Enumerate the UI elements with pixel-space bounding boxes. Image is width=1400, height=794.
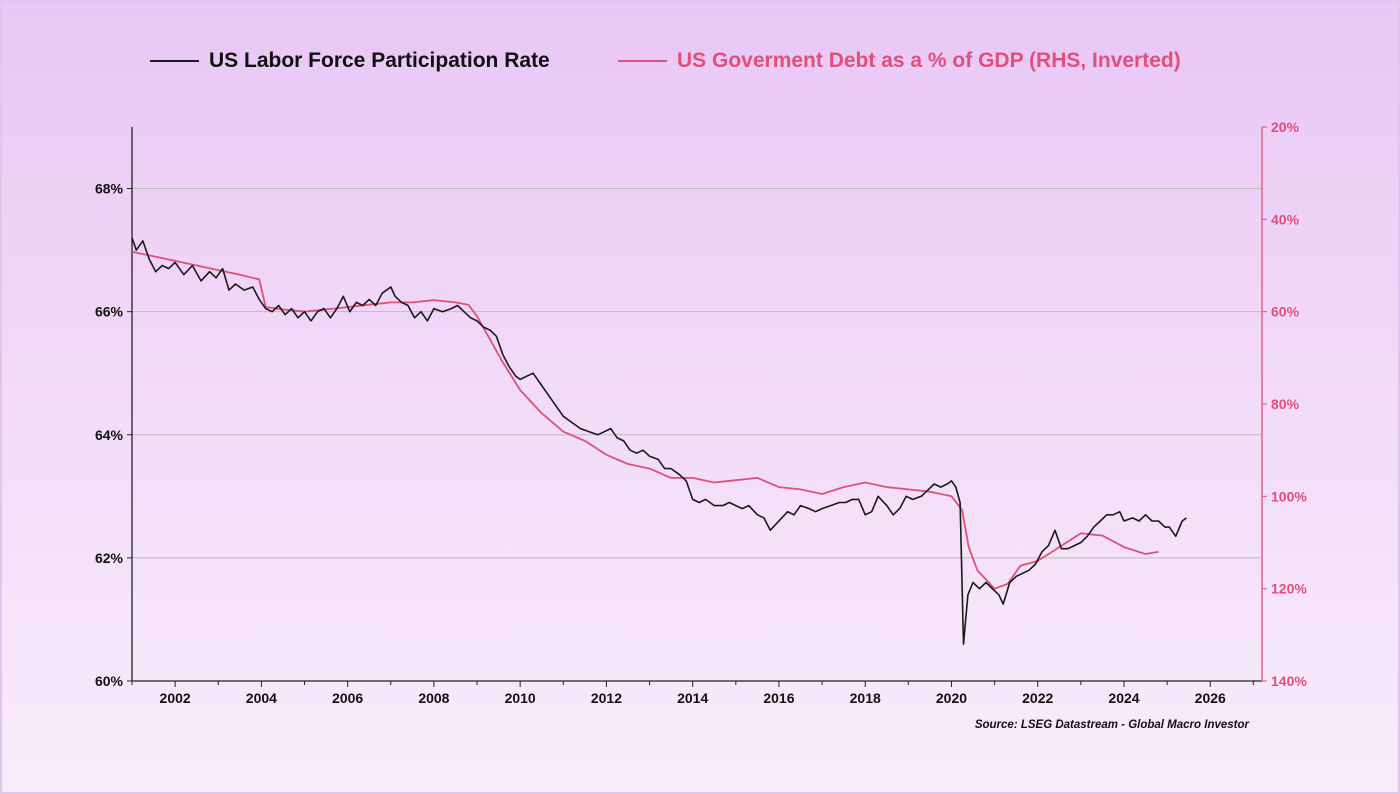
- x-tick-label: 2018: [850, 690, 881, 706]
- x-axis-ticks: 2002 2004 2006 2008 2010 2012 2014 2016 2018 2020…: [131, 681, 1254, 706]
- legend-label-lfpr: US Labor Force Participation Rate: [209, 49, 550, 72]
- x-tick-label: 2006: [332, 690, 363, 706]
- right-tick-label: 100%: [1271, 488, 1307, 504]
- left-tick-label: 68%: [95, 181, 124, 197]
- left-tick-label: 64%: [95, 427, 124, 443]
- x-tick-label: 2002: [160, 690, 191, 706]
- right-tick-label: 60%: [1271, 304, 1300, 320]
- left-axis-ticks: 60% 62% 64% 66% 68%: [95, 181, 132, 689]
- grid-lines: [132, 188, 1262, 559]
- series-line-debt: [131, 250, 1159, 590]
- x-tick-label: 2008: [418, 690, 449, 706]
- right-axis-ticks: 20% 40% 60% 80% 100% 120% 140%: [1262, 119, 1307, 689]
- x-tick-label: 2016: [763, 690, 794, 706]
- legend: US Labor Force Participation Rate US Gov…: [150, 49, 1181, 72]
- series-layer: [131, 237, 1187, 645]
- x-tick-label: 2012: [591, 690, 622, 706]
- left-tick-label: 66%: [95, 304, 124, 320]
- x-tick-label: 2010: [505, 690, 536, 706]
- source-annotation: Source: LSEG Datastream - Global Macro I…: [975, 719, 1250, 731]
- x-tick-label: 2024: [1108, 690, 1139, 706]
- right-tick-label: 20%: [1271, 119, 1300, 135]
- right-tick-label: 120%: [1271, 581, 1307, 597]
- left-tick-label: 60%: [95, 673, 124, 689]
- x-tick-label: 2004: [246, 690, 277, 706]
- x-tick-label: 2022: [1022, 690, 1053, 706]
- x-tick-label: 2020: [936, 690, 967, 706]
- right-tick-label: 80%: [1271, 396, 1300, 412]
- x-tick-label: 2014: [677, 690, 708, 706]
- x-tick-label: 2026: [1195, 690, 1226, 706]
- series-line-lfpr: [131, 237, 1187, 645]
- axes: [131, 127, 1263, 682]
- right-tick-label: 40%: [1271, 211, 1300, 227]
- right-tick-label: 140%: [1271, 673, 1307, 689]
- legend-label-debt: US Goverment Debt as a % of GDP (RHS, In…: [677, 49, 1181, 72]
- left-tick-label: 62%: [95, 550, 124, 566]
